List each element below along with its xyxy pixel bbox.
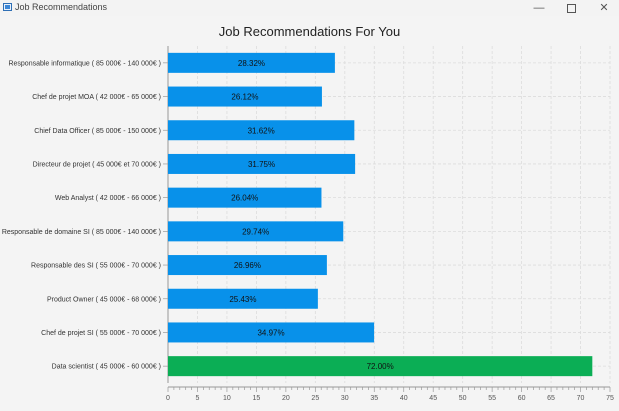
app-icon	[3, 3, 12, 11]
x-tick-label: 55	[488, 395, 496, 402]
x-tick-label: 50	[459, 395, 467, 402]
category-label: Responsable des SI ( 55 000€ - 70 000€ )	[31, 263, 161, 270]
minimize-icon[interactable]: —	[533, 2, 545, 14]
bar-value-label: 72.00%	[367, 362, 394, 371]
x-tick-label: 0	[166, 395, 170, 402]
bar	[168, 255, 327, 276]
x-tick-label: 60	[518, 395, 526, 402]
x-tick-label: 20	[282, 395, 290, 402]
bar-value-label: 26.04%	[231, 194, 258, 203]
bar	[168, 322, 375, 343]
category-label: Web Analyst ( 42 000€ - 66 000€ )	[55, 195, 161, 202]
category-label: Chief Data Officer ( 85 000€ - 150 000€ …	[34, 128, 161, 135]
bar-value-label: 25.43%	[229, 295, 256, 304]
title-bar: Job Recommendations — ✕	[0, 0, 619, 16]
bar	[168, 356, 593, 377]
bar-value-label: 28.32%	[238, 59, 265, 68]
x-tick-label: 15	[253, 395, 261, 402]
bar-value-label: 31.75%	[248, 160, 275, 169]
category-label: Directeur de projet ( 45 000€ et 70 000€…	[33, 161, 161, 168]
category-label: Responsable de domaine SI ( 85 000€ - 14…	[2, 229, 161, 236]
x-tick-label: 75	[606, 395, 614, 402]
category-label: Chef de projet MOA ( 42 000€ - 65 000€ )	[32, 94, 161, 101]
category-label: Product Owner ( 45 000€ - 68 000€ )	[47, 296, 161, 303]
x-tick-label: 65	[547, 395, 555, 402]
category-label: Chef de projet SI ( 55 000€ - 70 000€ )	[41, 330, 161, 337]
bar-value-label: 34.97%	[257, 328, 284, 337]
x-tick-label: 10	[223, 395, 231, 402]
window-title: Job Recommendations	[15, 2, 108, 12]
bar-value-label: 29.74%	[242, 227, 269, 236]
x-tick-label: 45	[429, 395, 437, 402]
chart-title: Job Recommendations For You	[218, 24, 401, 39]
close-icon[interactable]: ✕	[599, 2, 609, 14]
x-tick-label: 25	[311, 395, 319, 402]
x-tick-label: 30	[341, 395, 349, 402]
bar	[168, 288, 318, 309]
bar	[168, 52, 335, 73]
bar	[168, 86, 322, 107]
bar-value-label: 31.62%	[248, 126, 275, 135]
category-label: Responsable informatique ( 85 000€ - 140…	[8, 60, 161, 67]
bar	[168, 221, 344, 242]
x-tick-label: 35	[370, 395, 378, 402]
bar-value-label: 26.96%	[234, 261, 261, 270]
bar	[168, 153, 356, 174]
x-tick-label: 40	[400, 395, 408, 402]
bar-value-label: 26.12%	[231, 93, 258, 102]
bar	[168, 120, 355, 141]
category-label: Data scientist ( 45 000€ - 60 000€ )	[52, 364, 161, 371]
bar	[168, 187, 322, 208]
x-tick-label: 70	[577, 395, 585, 402]
maximize-icon[interactable]	[556, 0, 586, 16]
x-tick-label: 5	[196, 395, 200, 402]
